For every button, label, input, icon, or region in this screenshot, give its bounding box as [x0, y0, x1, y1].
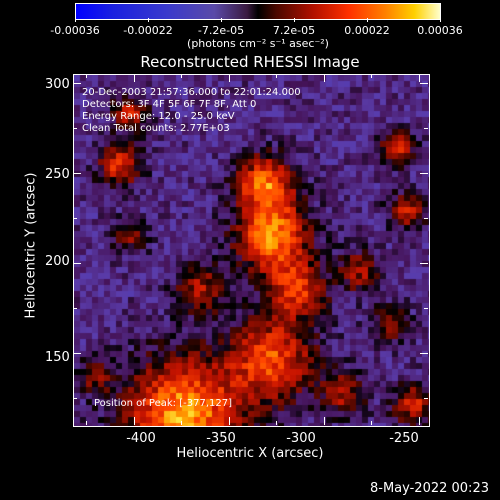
colorbar-tick-label: -7.2e-05 [197, 24, 245, 37]
overlay-detectors: Detectors: 3F 4F 5F 6F 7F 8F, Att 0 [82, 99, 257, 110]
overlay-peak-position: Position of Peak: [-377,127] [94, 398, 232, 409]
x-tick-mark [86, 74, 88, 78]
x-tick-mark [133, 417, 135, 425]
x-tick-mark [228, 417, 230, 425]
colorbar-tick-label: -0.00022 [123, 24, 173, 37]
x-tick-mark [181, 421, 183, 425]
y-tick-mark [424, 128, 428, 129]
colorbar-units: (photons cm⁻² s⁻¹ asec⁻²) [187, 37, 329, 50]
y-tick-mark [420, 173, 428, 174]
y-tick-label: 250 [45, 167, 70, 182]
y-tick-mark [73, 308, 77, 309]
colorbar [75, 3, 441, 20]
x-tick-mark [323, 417, 325, 425]
x-tick-mark [181, 74, 183, 78]
x-tick-mark [418, 74, 420, 82]
y-tick-label: 300 [45, 77, 70, 92]
x-tick-label: -400 [126, 431, 156, 446]
y-tick-mark [420, 83, 428, 84]
x-axis-label: Heliocentric X (arcsec) [176, 446, 324, 461]
x-tick-mark [228, 74, 230, 82]
colorbar-tick-label: 0.00036 [417, 24, 463, 37]
y-tick-mark [73, 128, 77, 129]
colorbar-tick-label: -0.00036 [50, 24, 100, 37]
x-tick-mark [276, 421, 278, 425]
x-tick-mark [418, 417, 420, 425]
y-tick-mark [424, 218, 428, 219]
y-tick-mark [73, 398, 77, 399]
y-tick-mark [420, 353, 428, 354]
x-tick-label: -350 [206, 431, 236, 446]
x-tick-mark [133, 74, 135, 82]
y-tick-mark [73, 263, 81, 264]
y-tick-mark [424, 398, 428, 399]
y-tick-label: 200 [45, 254, 70, 269]
overlay-clean-counts: Clean Total counts: 2.77E+03 [82, 123, 230, 134]
x-tick-label: -300 [286, 431, 316, 446]
y-tick-mark [73, 218, 77, 219]
x-tick-mark [86, 421, 88, 425]
x-tick-mark [371, 74, 373, 78]
timestamp: 8-May-2022 00:23 [370, 481, 489, 496]
y-tick-mark [424, 308, 428, 309]
y-axis-label: Heliocentric Y (arcsec) [23, 172, 39, 319]
y-tick-label: 150 [45, 350, 70, 365]
overlay-time-range: 20-Dec-2003 21:57:36.000 to 22:01:24.000 [82, 87, 301, 98]
x-tick-mark [323, 74, 325, 82]
x-tick-label: -250 [389, 431, 419, 446]
colorbar-tick-label: 0.00022 [344, 24, 390, 37]
y-tick-mark [73, 173, 81, 174]
x-tick-mark [276, 74, 278, 78]
plot-title: Reconstructed RHESSI Image [140, 53, 360, 71]
y-tick-mark [73, 353, 81, 354]
y-tick-mark [73, 83, 81, 84]
overlay-energy-range: Energy Range: 12.0 - 25.0 keV [82, 111, 235, 122]
colorbar-tick-marks [75, 18, 441, 23]
rhessi-image: 20-Dec-2003 21:57:36.000 to 22:01:24.000… [73, 74, 430, 427]
y-tick-mark [420, 263, 428, 264]
colorbar-tick-label: 7.2e-05 [272, 24, 316, 37]
x-tick-mark [371, 421, 373, 425]
